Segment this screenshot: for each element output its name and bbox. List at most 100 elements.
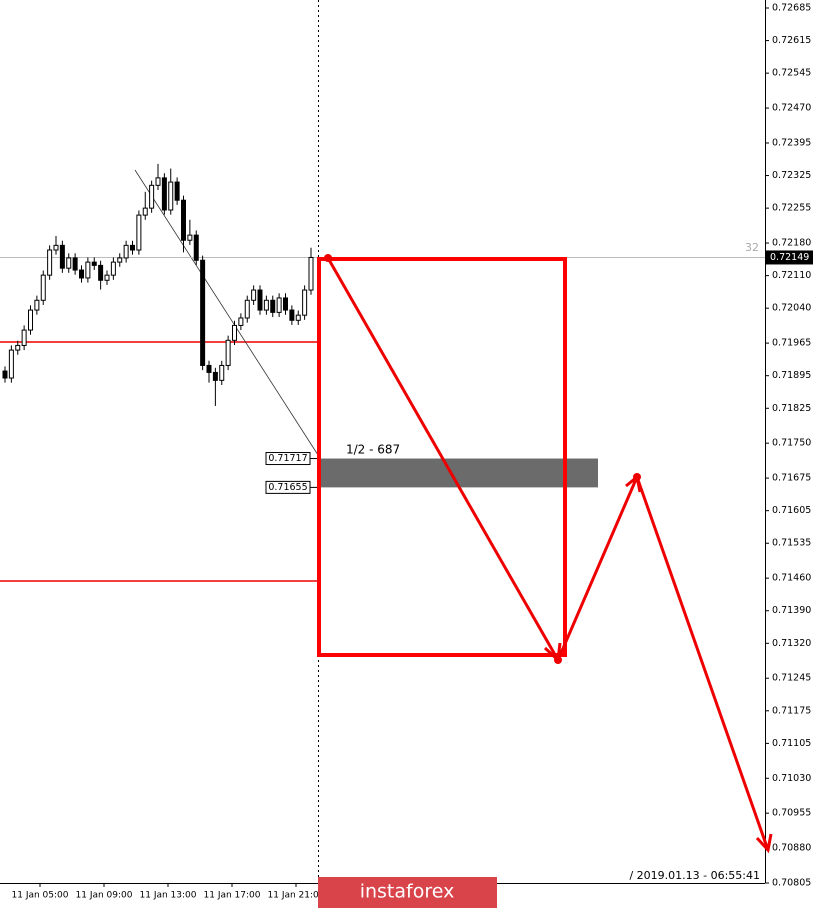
- candle-body: [161, 177, 167, 211]
- candle-body: [219, 364, 225, 381]
- y-tick-label: 0.70955: [772, 808, 811, 819]
- x-tick-label: 11 Jan 05:00: [12, 891, 69, 901]
- candle-body: [8, 349, 14, 379]
- spread: 32: [745, 241, 759, 254]
- timestamp: / 2019.01.13 - 06:55:41: [629, 869, 760, 882]
- level-band: [319, 458, 598, 488]
- candle-body: [34, 299, 40, 311]
- candle-body: [193, 234, 199, 261]
- watermark: instaforex: [360, 881, 455, 903]
- candle-body: [257, 289, 263, 311]
- candle-body: [270, 299, 276, 313]
- candle-body: [168, 181, 174, 211]
- y-tick-label: 0.71675: [772, 473, 811, 484]
- candle-body: [104, 274, 110, 281]
- watermark-box: [318, 877, 497, 908]
- y-tick-label: 0.71895: [772, 370, 811, 381]
- candle-body: [40, 274, 46, 301]
- candle-body: [72, 257, 78, 271]
- level-tag-label: 0.71717: [268, 453, 307, 464]
- candle-body: [200, 259, 206, 366]
- candle-body: [85, 261, 91, 279]
- y-tick-label: 0.71105: [772, 738, 811, 749]
- x-tick-label: 11 Jan 17:00: [204, 891, 261, 901]
- candle-body: [244, 299, 250, 319]
- candle-body: [136, 214, 142, 251]
- candle-body: [28, 309, 33, 331]
- candle-body: [142, 207, 148, 216]
- candle-body: [187, 234, 193, 241]
- candle-body: [91, 261, 97, 266]
- y-tick-label: 0.71825: [772, 403, 811, 414]
- y-tick-label: 0.72110: [772, 270, 811, 281]
- y-tick-label: 0.72395: [772, 137, 811, 148]
- y-tick-label: 0.71965: [772, 338, 811, 349]
- x-tick-label: 11 Jan 09:00: [76, 891, 133, 901]
- y-tick-label: 0.71175: [772, 705, 811, 716]
- candle-body: [302, 289, 308, 316]
- y-tick-label: 0.72040: [772, 303, 811, 314]
- candle-body: [130, 244, 135, 251]
- level-tag: [265, 452, 311, 466]
- y-tick-label: 0.70880: [772, 843, 811, 854]
- candle-body: [53, 244, 59, 251]
- candle-body: [98, 264, 104, 281]
- candle-body: [155, 177, 161, 186]
- arrow-node: [554, 656, 562, 664]
- candle-body: [283, 297, 288, 311]
- y-tick-label: 0.71535: [772, 538, 811, 549]
- y-tick-label: 0.72255: [772, 203, 811, 214]
- y-tick-label: 0.72545: [772, 68, 811, 79]
- y-tick-label: 0.72180: [772, 238, 811, 249]
- last-price-tag: [766, 250, 813, 265]
- y-tick-label: 0.71245: [772, 673, 811, 684]
- y-tick-label: 0.71390: [772, 605, 811, 616]
- y-tick-label: 0.71320: [772, 638, 811, 649]
- candle-body: [117, 257, 123, 263]
- level-tag-label: 0.71655: [268, 482, 307, 493]
- arrow-node: [633, 473, 641, 481]
- y-tick-label: 0.72685: [772, 3, 811, 14]
- candle-body: [47, 249, 53, 276]
- x-tick-label: 11 Jan 21:00: [268, 891, 325, 901]
- forecast-arrows: [326, 257, 773, 854]
- candle-body: [21, 329, 27, 346]
- candle-body: [123, 244, 129, 259]
- level-tag: [265, 480, 311, 494]
- candle-body: [263, 299, 269, 311]
- y-tick-label: 0.71750: [772, 438, 811, 449]
- y-tick-label: 0.71030: [772, 773, 811, 784]
- trend-line: [134, 169, 319, 456]
- candle-body: [276, 297, 282, 313]
- candle-body: [232, 324, 237, 341]
- candle-body: [66, 257, 72, 269]
- candle-body: [212, 371, 218, 381]
- candle-body: [308, 256, 314, 291]
- candle-body: [238, 317, 244, 326]
- candle-body: [289, 309, 295, 321]
- candle-body: [59, 244, 65, 269]
- candle-body: [79, 269, 84, 279]
- last-price-label: 0.72149: [770, 252, 809, 263]
- candle-body: [15, 344, 21, 351]
- y-tick-label: 0.71605: [772, 505, 811, 516]
- plot: 0.72685 0.72615 0.72545 0.72470 0.72395 0.723…: [0, 3, 813, 901]
- candle-body: [110, 261, 116, 276]
- level-label: 1/2 - 687: [346, 443, 400, 457]
- y-tick-label: 0.70805: [772, 878, 811, 889]
- candle-body: [181, 199, 186, 241]
- candle-body: [295, 314, 301, 321]
- arrow-start: [324, 254, 332, 262]
- y-tick-label: 0.71460: [772, 573, 811, 584]
- candle-body: [225, 339, 231, 366]
- y-tick-label: 0.72470: [772, 103, 811, 114]
- y-tick-label: 0.72325: [772, 170, 811, 181]
- candle-body: [206, 364, 212, 373]
- candle-body: [251, 289, 257, 301]
- candle-body: [149, 184, 155, 209]
- y-tick-label: 0.72615: [772, 35, 811, 46]
- target-box: [317, 257, 567, 657]
- x-tick-label: 11 Jan 13:00: [140, 891, 197, 901]
- candle-body: [2, 370, 8, 379]
